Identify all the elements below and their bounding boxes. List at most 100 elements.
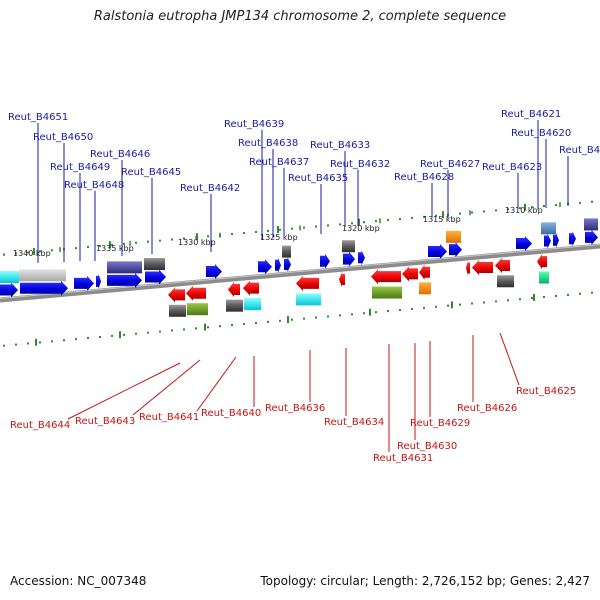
reverse-gene-label[interactable]: Reut_B4636 (265, 403, 325, 414)
forward-gene-label[interactable]: Reut_B4646 (90, 149, 150, 160)
forward-gene-arrow[interactable] (145, 269, 166, 285)
reverse-feature-block[interactable] (187, 303, 208, 316)
forward-feature-block[interactable] (144, 258, 165, 271)
reverse-gene-arrow[interactable] (466, 260, 470, 276)
forward-gene-label[interactable]: Reut_B4635 (288, 173, 348, 184)
upper-ruler-dot (459, 212, 461, 215)
forward-gene-label[interactable]: Reut_B4650 (33, 132, 93, 143)
reverse-feature-block[interactable] (372, 286, 402, 299)
forward-gene-arrow[interactable] (275, 257, 281, 273)
reverse-gene-label[interactable]: Reut_B4641 (139, 412, 199, 423)
forward-gene-arrow[interactable] (20, 280, 68, 296)
reverse-feature-block[interactable] (419, 282, 431, 295)
forward-gene-label[interactable]: Reut_B4649 (50, 162, 110, 173)
forward-gene-arrow[interactable] (343, 251, 355, 267)
forward-gene-arrow[interactable] (358, 250, 365, 266)
forward-gene-label[interactable]: Reut_B4638 (238, 138, 298, 149)
upper-ruler-dot (387, 219, 389, 222)
forward-gene-arrow[interactable] (206, 263, 222, 279)
reverse-gene-label[interactable]: Reut_B4629 (410, 418, 470, 429)
lower-ruler-dot (3, 344, 5, 347)
forward-gene-arrow[interactable] (0, 282, 18, 298)
forward-feature-block[interactable] (342, 240, 355, 253)
forward-feature-block[interactable] (282, 245, 291, 258)
reverse-gene-label[interactable]: Reut_B4625 (516, 386, 576, 397)
reverse-gene-label[interactable]: Reut_B4631 (373, 453, 433, 464)
forward-gene-arrow[interactable] (258, 259, 272, 275)
reverse-feature-block[interactable] (539, 271, 549, 284)
reverse-gene-label[interactable]: Reut_B4634 (324, 417, 384, 428)
forward-feature-block[interactable] (541, 222, 556, 235)
forward-feature-block[interactable] (107, 261, 142, 274)
lower-ruler-dot (207, 326, 209, 329)
lower-ruler-dot (99, 336, 101, 338)
upper-ruler-dot (363, 221, 365, 224)
forward-feature-block[interactable] (446, 230, 461, 243)
forward-gene-label[interactable]: Reut_B4637 (249, 157, 309, 168)
scale-label: 1320 kbp (342, 224, 380, 233)
forward-gene-label[interactable]: Reut_B4639 (224, 119, 284, 130)
upper-ruler-dot (99, 245, 101, 247)
reverse-gene-label[interactable]: Reut_B4640 (201, 408, 261, 419)
forward-gene-arrow[interactable] (320, 253, 330, 269)
reverse-feature-block[interactable] (497, 275, 514, 288)
reverse-feature-block[interactable] (169, 304, 186, 317)
reverse-gene-arrow[interactable] (339, 271, 345, 287)
upper-ruler-dot (255, 230, 257, 233)
lower-ruler-dot (27, 342, 29, 345)
forward-feature-block[interactable] (0, 271, 19, 283)
forward-feature-block[interactable] (19, 269, 66, 282)
forward-gene-arrow[interactable] (284, 256, 291, 272)
forward-gene-label[interactable]: Reut_B4645 (121, 167, 181, 178)
forward-gene-arrow[interactable] (107, 272, 142, 288)
reverse-gene-arrow[interactable] (228, 281, 240, 297)
forward-gene-arrow[interactable] (585, 229, 598, 245)
scale-label: 1315 kbp (423, 215, 461, 224)
reverse-gene-arrow[interactable] (402, 266, 418, 282)
forward-feature-block[interactable] (584, 218, 598, 231)
forward-gene-label[interactable]: Reut_B4628 (394, 172, 454, 183)
reverse-gene-label[interactable]: Reut_B4626 (457, 403, 517, 414)
reverse-gene-label[interactable]: Reut_B4630 (397, 441, 457, 452)
reverse-gene-arrow[interactable] (495, 257, 510, 273)
reverse-gene-arrow[interactable] (243, 280, 259, 296)
reverse-gene-arrow[interactable] (419, 264, 430, 280)
reverse-gene-arrow[interactable] (537, 254, 547, 270)
forward-gene-arrow[interactable] (96, 273, 101, 289)
reverse-gene-label[interactable]: Reut_B4643 (75, 416, 135, 427)
forward-gene-label[interactable]: Reut_B4648 (64, 180, 124, 191)
forward-gene-arrow[interactable] (569, 231, 576, 247)
forward-gene-label[interactable]: Reut_B4623 (482, 162, 542, 173)
forward-gene-arrow[interactable] (74, 275, 94, 291)
upper-ruler-dot (15, 252, 17, 255)
reverse-gene-arrow[interactable] (296, 275, 319, 291)
reverse-gene-label[interactable]: Reut_B4644 (10, 420, 70, 431)
lower-ruler-dot (135, 332, 137, 335)
lower-ruler-dot (483, 301, 485, 304)
forward-gene-arrow[interactable] (428, 243, 447, 259)
forward-gene-label[interactable]: Reut_B4633 (310, 140, 370, 151)
lower-ruler-dot (555, 294, 557, 297)
reverse-feature-block[interactable] (226, 299, 243, 312)
forward-gene-arrow[interactable] (516, 236, 532, 252)
lower-ruler-dot (195, 327, 197, 330)
reverse-gene-arrow[interactable] (168, 287, 185, 303)
forward-gene-arrow[interactable] (553, 232, 559, 248)
reverse-gene-leader (499, 332, 520, 386)
forward-gene-arrow[interactable] (544, 233, 551, 249)
forward-gene-label[interactable]: Reut_B4642 (180, 183, 240, 194)
reverse-gene-arrow[interactable] (371, 269, 401, 285)
forward-gene-label[interactable]: Reut_B4619 (559, 145, 600, 156)
reverse-gene-arrow[interactable] (186, 285, 206, 301)
forward-gene-label[interactable]: Reut_B4620 (511, 128, 571, 139)
upper-ruler-dot (483, 210, 485, 213)
forward-gene-label[interactable]: Reut_B4651 (8, 112, 68, 123)
reverse-gene-arrow[interactable] (472, 260, 493, 276)
forward-gene-label[interactable]: Reut_B4627 (420, 159, 480, 170)
forward-gene-arrow[interactable] (449, 242, 462, 258)
forward-gene-label[interactable]: Reut_B4621 (501, 109, 561, 120)
reverse-feature-block[interactable] (244, 298, 261, 311)
reverse-feature-block[interactable] (296, 293, 321, 306)
forward-gene-label[interactable]: Reut_B4632 (330, 159, 390, 170)
